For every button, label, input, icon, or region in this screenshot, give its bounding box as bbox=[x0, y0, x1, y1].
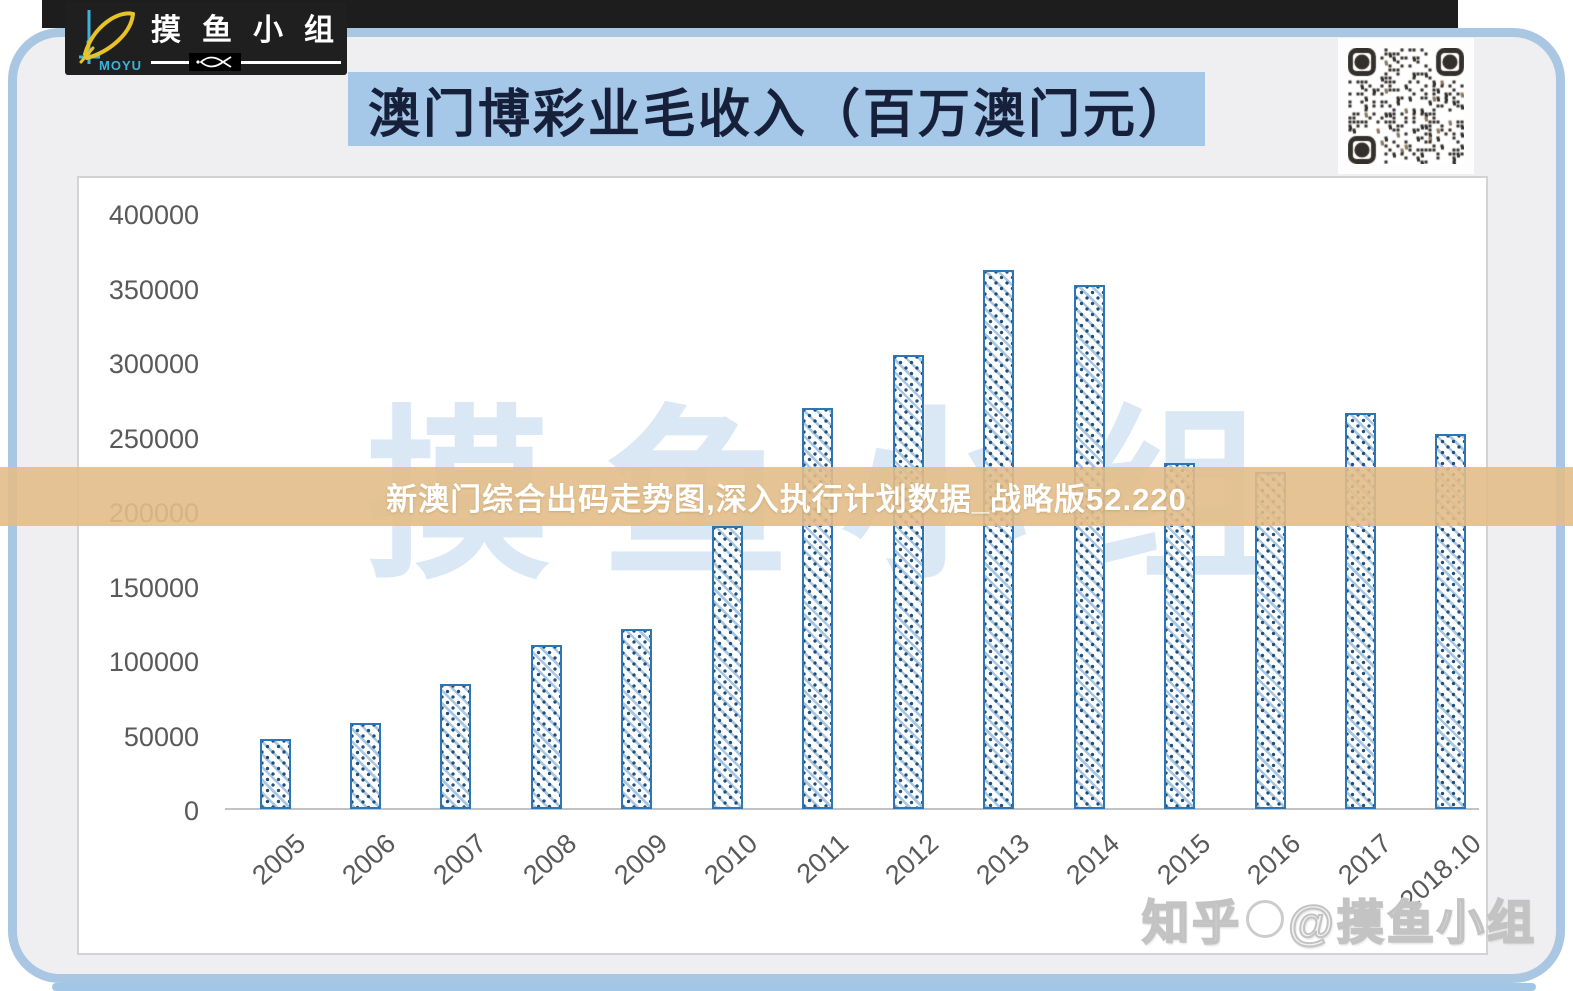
y-tick-label: 0 bbox=[183, 796, 199, 826]
bar-2009 bbox=[621, 629, 652, 809]
x-axis-line bbox=[225, 808, 1479, 810]
y-tick-label: 150000 bbox=[108, 572, 199, 603]
zhihu-watermark: 知乎 @摸鱼小组 bbox=[1141, 884, 1537, 953]
chart-panel: 摸鱼小组 40000035000030000025000020000015000… bbox=[77, 176, 1488, 955]
bar-2013 bbox=[983, 270, 1014, 809]
bottom-edge-bar bbox=[52, 983, 1536, 991]
overlay-banner: 新澳门综合出码走势图,深入执行计划数据_战略版52.220 bbox=[0, 467, 1573, 526]
x-tick-label: 2016 bbox=[1241, 828, 1307, 891]
x-tick-label: 2006 bbox=[336, 828, 402, 891]
avatar-icon bbox=[1246, 899, 1285, 938]
page-title: 澳门博彩业毛收入（百万澳门元） bbox=[368, 85, 1194, 144]
x-tick-label: 2009 bbox=[608, 828, 674, 891]
y-tick-label: 400000 bbox=[108, 200, 199, 230]
x-tick-label: 2011 bbox=[790, 828, 855, 890]
y-tick-label: 350000 bbox=[108, 274, 199, 305]
x-tick-label: 2015 bbox=[1151, 828, 1217, 891]
x-tick-label: 2017 bbox=[1332, 828, 1398, 891]
bar-2010 bbox=[712, 526, 743, 809]
zhihu-watermark-handle: @摸鱼小组 bbox=[1287, 895, 1537, 950]
zhihu-watermark-prefix: 知乎 bbox=[1141, 895, 1243, 950]
logo-brand-text: MOYU bbox=[99, 58, 142, 72]
x-tick-label: 2014 bbox=[1060, 828, 1126, 891]
overlay-banner-text: 新澳门综合出码走势图,深入执行计划数据_战略版52.220 bbox=[386, 482, 1187, 517]
x-tick-label: 2005 bbox=[246, 828, 312, 891]
logo-group-name: 摸鱼小组 bbox=[151, 14, 355, 47]
x-tick-label: 2010 bbox=[698, 828, 764, 891]
qr-code bbox=[1338, 38, 1474, 174]
bar-2012 bbox=[893, 355, 924, 809]
y-tick-label: 250000 bbox=[108, 423, 199, 454]
logo-underline bbox=[151, 53, 341, 71]
bar-2005 bbox=[260, 739, 291, 809]
y-tick-label: 300000 bbox=[108, 349, 199, 379]
chart-title-banner: 澳门博彩业毛收入（百万澳门元） bbox=[348, 72, 1205, 146]
x-tick-label: 2012 bbox=[879, 828, 945, 891]
y-tick-label: 100000 bbox=[108, 647, 199, 677]
moyu-logo: MOYU 摸鱼小组 bbox=[65, 2, 347, 75]
bar-2006 bbox=[350, 723, 381, 809]
bar-2007 bbox=[440, 684, 471, 809]
moyu-fish-logo-icon: MOYU bbox=[79, 10, 142, 72]
bar-2008 bbox=[531, 645, 562, 809]
x-tick-label: 2013 bbox=[970, 828, 1036, 891]
bar-2014 bbox=[1074, 285, 1105, 809]
x-tick-label: 2007 bbox=[427, 828, 493, 891]
x-tick-label: 2008 bbox=[517, 828, 583, 891]
qr-code-canvas bbox=[1348, 48, 1464, 164]
fish-icon bbox=[196, 56, 232, 68]
y-tick-label: 50000 bbox=[123, 721, 199, 752]
